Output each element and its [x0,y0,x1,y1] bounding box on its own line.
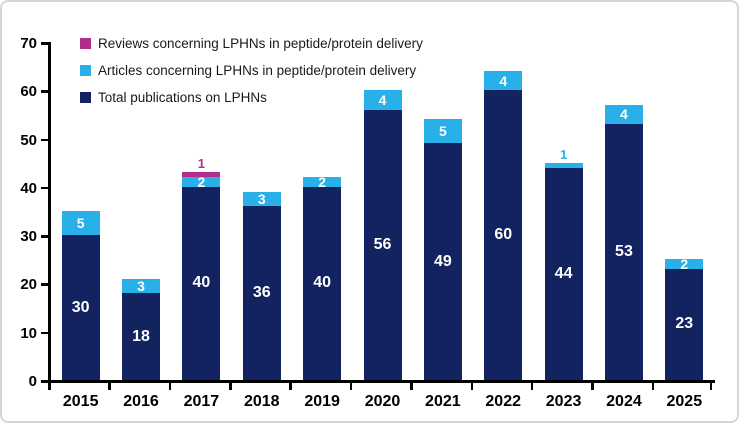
total-segment [423,143,462,380]
articles-value-label: 5 [438,123,447,140]
articles-segment [363,90,402,110]
legend-item-total: Total publications on LPHNs [80,84,423,111]
y-axis-tick-label: 70 [20,35,37,52]
articles-swatch-icon [80,65,91,76]
articles-value-label: 3 [137,277,145,294]
y-axis-tick [41,42,48,45]
articles-value-label: 4 [620,106,628,123]
x-axis-tick [651,382,655,390]
x-axis-tick-label: 2017 [183,393,220,410]
articles-value-label: 4 [378,91,387,108]
articles-segment [604,104,643,125]
x-axis-tick [709,382,712,390]
y-axis-tick-label: 30 [20,228,37,246]
articles-segment [122,278,161,294]
total-segment [303,186,342,380]
total-segment [242,206,281,380]
x-axis-tick [410,382,413,390]
articles-value-label: 2 [197,174,206,191]
x-axis-tick-label: 2019 [304,393,340,410]
total-segment [604,124,643,380]
total-value-label: 40 [192,274,211,292]
x-axis-tick [168,382,172,390]
total-value-label: 40 [313,274,332,292]
legend-item-articles: Articles concerning LPHNs in peptide/pro… [80,57,423,84]
y-axis-tick-label: 60 [20,83,37,101]
total-segment [122,293,161,380]
y-axis-tick-label: 0 [28,373,37,390]
articles-value-label: 5 [76,215,85,232]
x-axis-tick-label: 2016 [123,393,159,410]
y-axis-tick [41,90,48,93]
reviews-segment [182,172,221,178]
x-axis-tick [289,382,292,390]
articles-value-label: 3 [257,190,266,207]
articles-segment [303,177,342,187]
articles-value-label: 2 [680,256,689,273]
x-axis-tick [349,382,353,390]
total-value-label: 23 [675,315,694,333]
articles-value-label: 2 [318,174,327,191]
y-axis-tick-label: 20 [20,276,37,294]
y-axis-tick-label: 10 [20,324,37,342]
total-segment [61,235,100,380]
articles-segment [484,70,523,91]
x-axis-tick [48,382,51,390]
total-value-label: 18 [132,327,150,345]
chart-legend: Reviews concerning LPHNs in peptide/prot… [80,30,423,111]
x-axis-tick [591,382,594,390]
x-axis-tick-label: 2021 [425,393,461,410]
total-segment [363,109,402,380]
x-axis-tick-label: 2018 [243,393,280,410]
total-value-label: 60 [494,226,513,244]
legend-label-articles: Articles concerning LPHNs in peptide/pro… [98,63,417,78]
total-segment [665,268,704,380]
y-axis-line [48,42,51,383]
total-value-label: 53 [615,243,633,261]
articles-segment [242,191,281,207]
total-segment [182,186,221,380]
x-axis-tick [470,382,474,390]
total-value-label: 44 [554,264,573,282]
x-axis-tick-label: 2025 [666,393,703,410]
articles-segment [423,119,462,144]
y-axis-tick-label: 50 [20,131,37,149]
x-axis-tick [229,382,232,390]
y-axis-tick [41,331,48,335]
x-axis-tick-label: 2015 [62,393,99,410]
y-axis-tick [41,235,48,238]
legend-label-total: Total publications on LPHNs [98,90,267,105]
x-axis-tick-label: 2020 [364,393,401,410]
reviews-value-label: 1 [197,156,206,172]
legend-label-reviews: Reviews concerning LPHNs in peptide/prot… [98,36,423,51]
legend-item-reviews: Reviews concerning LPHNs in peptide/prot… [80,30,423,57]
x-axis-tick-label: 2024 [606,393,642,410]
y-axis-tick [41,380,48,383]
articles-value-label: 1 [559,146,568,162]
y-axis-tick [41,186,48,190]
x-axis-tick [530,382,534,390]
total-value-label: 30 [71,298,90,316]
reviews-swatch-icon [80,38,91,49]
total-value-label: 36 [252,284,271,302]
total-segment [484,90,523,380]
total-value-label: 49 [433,252,452,270]
y-axis-tick-label: 40 [20,179,37,197]
articles-segment [182,177,221,187]
articles-segment [665,259,704,269]
x-axis-tick-label: 2022 [485,393,521,410]
x-axis-line [48,380,715,383]
total-segment [544,167,583,380]
x-axis-tick [108,382,111,390]
total-value-label: 56 [373,235,392,253]
articles-value-label: 4 [499,72,508,89]
x-axis-tick-label: 2023 [545,393,582,410]
y-axis-tick [41,283,48,286]
articles-segment [61,211,100,236]
articles-segment [544,162,583,168]
total-swatch-icon [80,92,91,103]
y-axis-tick [41,138,48,142]
